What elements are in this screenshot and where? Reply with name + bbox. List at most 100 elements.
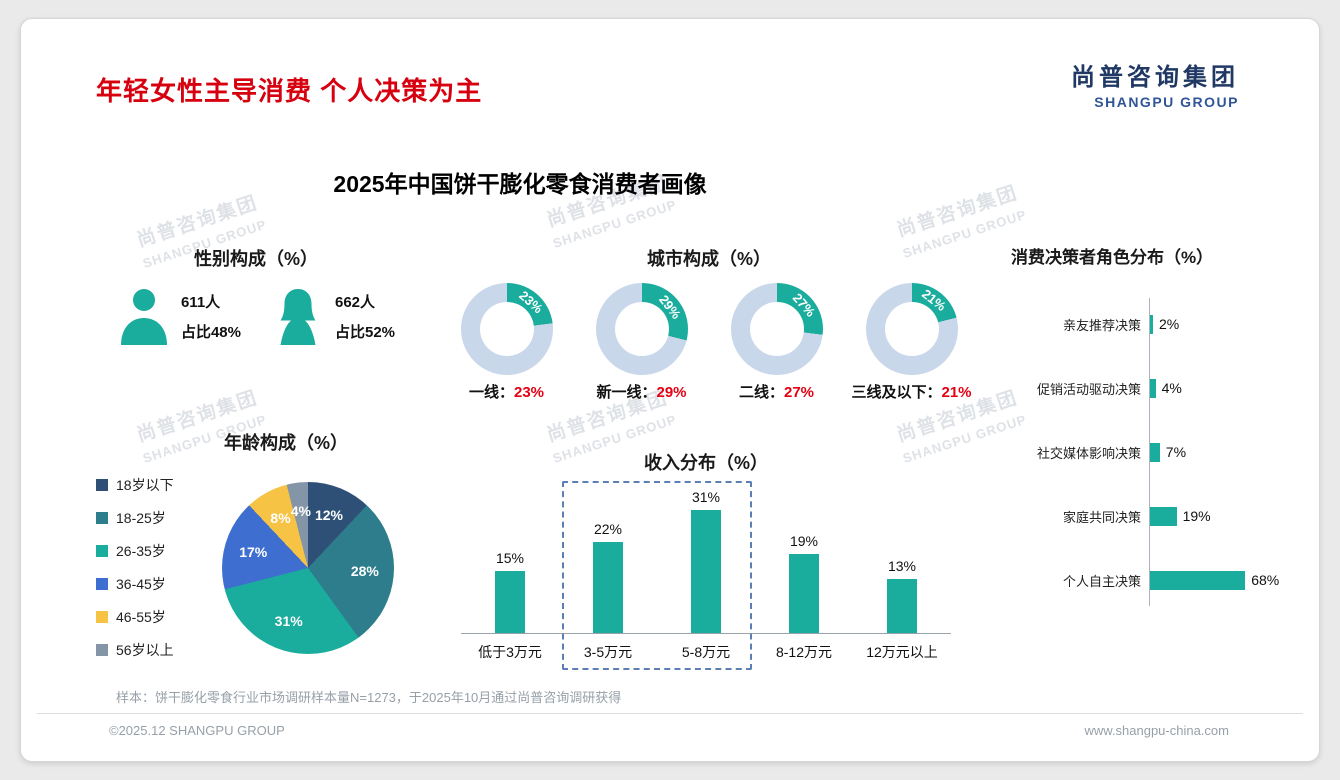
city-donut-cell: 27% 二线：27% <box>709 283 844 402</box>
city-donuts: 23% 一线：23% 29% 新一线：29% 27% 二线：27% 21% 三线及以下：21% <box>439 283 979 402</box>
income-bar <box>887 579 917 633</box>
gender-items: 611人 占比48% 662人 占比52% <box>91 287 421 345</box>
age-pie: 12% 28% 31% 17% 8% 4% <box>222 481 394 654</box>
donut-percent-label: 21% <box>918 286 949 315</box>
main-chart-title: 2025年中国饼干膨化零食消费者画像 <box>333 171 707 197</box>
decision-section: 消费决策者角色分布（%） 亲友推荐决策 2% 促销活动驱动决策 4% 社交媒体影响决策 7… <box>1011 243 1316 612</box>
income-value-label: 31% <box>691 489 721 505</box>
city-donut-cell: 23% 一线：23% <box>439 283 574 402</box>
legend-swatch <box>96 611 108 623</box>
decision-category-label: 促销活动驱动决策 <box>1036 381 1141 397</box>
donut-caption: 新一线：29% <box>596 381 686 402</box>
income-value-label: 22% <box>593 520 623 537</box>
donut-chart: 27% <box>730 283 823 375</box>
income-bar <box>495 570 525 633</box>
gender-section: 性别构成（%） 611人 占比48% 662人 占比5 <box>91 245 421 345</box>
gender-title: 性别构成（%） <box>193 249 318 269</box>
income-bar-column: 19% <box>755 489 853 633</box>
legend-swatch <box>96 479 108 491</box>
income-value-label: 13% <box>887 558 917 575</box>
donut-caption-value: 27% <box>783 384 815 401</box>
donut-caption-label: 三线及以下： <box>851 384 942 401</box>
pie-slice-label: 31% <box>274 613 303 630</box>
female-stats: 662人 占比52% <box>335 291 395 342</box>
income-x-label: 8-12万元 <box>775 644 833 660</box>
decision-value-label: 7% <box>1165 444 1187 460</box>
donut-caption: 三线及以下：21% <box>851 381 971 402</box>
income-value-label: 15% <box>495 549 525 566</box>
legend-item: 26-35岁 <box>96 541 192 561</box>
pie-slice-label: 12% <box>314 506 343 523</box>
donut-caption-label: 二线： <box>738 384 784 401</box>
legend-label: 46-55岁 <box>116 609 166 625</box>
legend-label: 26-35岁 <box>116 543 166 559</box>
decision-bar-group: 68% <box>1150 570 1279 590</box>
legend-label: 56岁以上 <box>116 642 174 658</box>
legend-swatch <box>96 545 108 557</box>
legend-swatch <box>96 578 108 590</box>
female-share: 占比52% <box>335 323 396 341</box>
pie-slice-label: 28% <box>350 563 379 580</box>
legend-item: 36-45岁 <box>96 574 192 594</box>
donut-caption: 一线：23% <box>469 381 544 402</box>
decision-bar-group: 2% <box>1150 314 1179 334</box>
age-chart: 18岁以下 18-25岁 26-35岁 36-45岁 46-55岁 56岁以上 12% 28… <box>96 475 476 660</box>
decision-row: 亲友推荐决策 2% <box>1011 292 1316 356</box>
age-section: 年龄构成（%） 18岁以下 18-25岁 26-35岁 36-45岁 46-55岁 56岁… <box>96 429 476 660</box>
income-section: 收入分布（%） 15% 22% 31% 19% 13% 低于3万元 3-5万元 5-8万元 8… <box>461 449 951 670</box>
city-donut-cell: 29% 新一线：29% <box>574 283 709 402</box>
income-bar <box>593 541 623 633</box>
decision-axis-line <box>1149 298 1150 606</box>
income-plot: 15% 22% 31% 19% 13% <box>461 489 951 634</box>
decision-value-label: 4% <box>1161 380 1182 396</box>
city-section: 城市构成（%） 23% 一线：23% 29% 新一线：29% 27% 二线：27% 21% 三… <box>439 245 979 402</box>
legend-label: 36-45岁 <box>116 576 166 592</box>
pie-slice-label: 4% <box>290 502 311 519</box>
decision-row: 促销活动驱动决策 4% <box>1011 356 1316 420</box>
gender-item-male: 611人 占比48% <box>117 287 241 345</box>
income-bar-column: 13% <box>853 489 951 633</box>
decision-row: 家庭共同决策 19% <box>1011 484 1316 548</box>
income-bar-column: 31% <box>657 489 755 633</box>
city-title: 城市构成（%） <box>646 249 771 269</box>
donut-percent-label: 23% <box>515 287 546 316</box>
decision-category-label: 社交媒体影响决策 <box>1036 445 1141 461</box>
decision-bar-group: 7% <box>1150 442 1187 462</box>
age-legend: 18岁以下 18-25岁 26-35岁 36-45岁 46-55岁 56岁以上 <box>96 475 192 660</box>
income-value-label: 19% <box>789 533 819 550</box>
decision-bar <box>1150 442 1160 462</box>
income-bar <box>691 510 721 633</box>
decision-bar <box>1150 378 1156 398</box>
decision-title: 消费决策者角色分布（%） <box>1011 248 1214 267</box>
income-chart: 15% 22% 31% 19% 13% 低于3万元 3-5万元 5-8万元 8-12万元 12万… <box>461 481 951 670</box>
gender-item-female: 662人 占比52% <box>271 287 395 345</box>
donut-caption-value: 21% <box>941 384 972 401</box>
page-title: 年轻女性主导消费 个人决策为主 <box>96 76 483 106</box>
pie-slice-label: 8% <box>270 509 291 526</box>
income-x-label: 3-5万元 <box>583 644 633 660</box>
income-xlabels: 低于3万元 3-5万元 5-8万元 8-12万元 12万元以上 <box>461 642 951 662</box>
decision-category-label: 亲友推荐决策 <box>1062 317 1141 333</box>
decision-bar-group: 19% <box>1150 506 1211 526</box>
decision-category-label: 家庭共同决策 <box>1062 509 1141 525</box>
sample-footnote: 样本：饼干膨化零食行业市场调研样本量N=1273，于2025年10月通过尚普咨询… <box>116 690 622 705</box>
decision-bar <box>1150 506 1177 526</box>
legend-swatch <box>96 644 108 656</box>
donut-chart: 21% <box>865 283 958 375</box>
income-title: 收入分布（%） <box>643 453 768 473</box>
donut-chart: 23% <box>460 283 553 375</box>
donut-percent-label: 29% <box>656 291 685 322</box>
income-bar-column: 15% <box>461 489 559 633</box>
income-x-label: 低于3万元 <box>478 644 542 660</box>
income-x-label: 12万元以上 <box>866 644 938 660</box>
decision-row: 社交媒体影响决策 7% <box>1011 420 1316 484</box>
donut-caption: 二线：27% <box>739 381 814 402</box>
decision-value-label: 19% <box>1182 508 1211 524</box>
decision-bar <box>1150 314 1153 334</box>
legend-item: 18岁以下 <box>96 475 192 495</box>
male-stats: 611人 占比48% <box>181 291 241 342</box>
female-person-icon <box>280 289 316 345</box>
decision-chart: 亲友推荐决策 2% 促销活动驱动决策 4% 社交媒体影响决策 7% 家庭共同决策 19% 个人自… <box>1011 292 1316 612</box>
decision-category-label: 个人自主决策 <box>1062 573 1141 589</box>
male-person-icon <box>120 289 167 345</box>
